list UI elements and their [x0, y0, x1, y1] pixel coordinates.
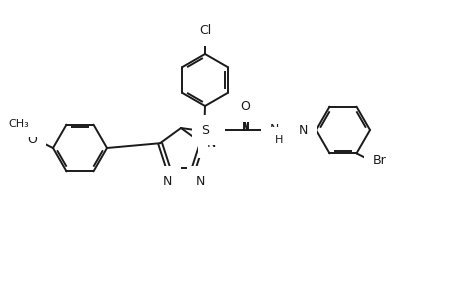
Text: H: H: [274, 135, 283, 145]
Text: Cl: Cl: [198, 24, 211, 37]
Text: Br: Br: [372, 154, 386, 167]
Text: N: N: [162, 175, 171, 188]
Text: N: N: [196, 175, 205, 188]
Text: N: N: [298, 124, 308, 136]
Text: N: N: [269, 122, 279, 136]
Text: N: N: [207, 137, 216, 150]
Text: CH₃: CH₃: [9, 119, 29, 129]
Text: O: O: [240, 100, 249, 113]
Text: S: S: [201, 124, 208, 136]
Text: O: O: [27, 133, 37, 146]
